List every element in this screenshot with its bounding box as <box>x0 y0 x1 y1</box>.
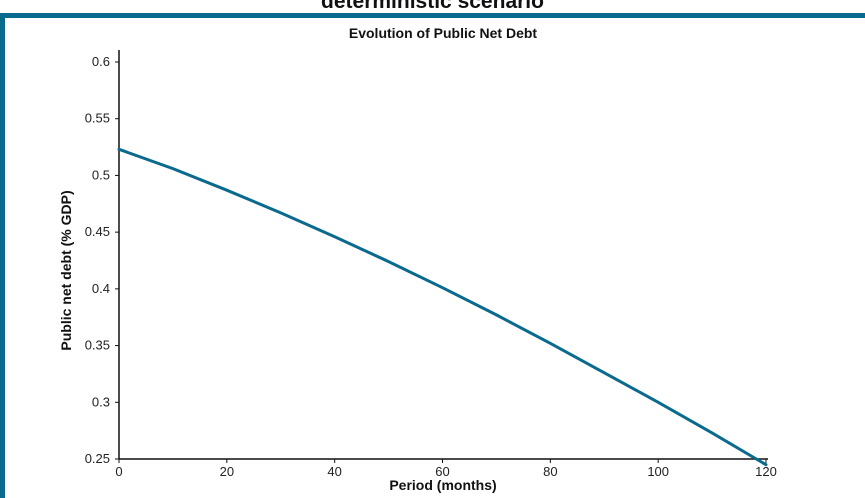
x-tick-label: 120 <box>755 464 777 479</box>
x-tick-label: 80 <box>543 464 557 479</box>
chart-title: Evolution of Public Net Debt <box>349 25 538 41</box>
series-group <box>117 147 768 467</box>
y-tick-label: 0.45 <box>85 224 110 239</box>
y-axis: 0.25 0.3 0.35 0.4 0.45 0.5 0.55 0.6 <box>85 50 120 466</box>
x-tick-label: 0 <box>115 464 122 479</box>
y-axis-title: Public net debt (% GDP) <box>58 190 74 350</box>
y-tick-label: 0.6 <box>92 54 110 69</box>
x-tick-label: 100 <box>647 464 669 479</box>
y-tick-label: 0.5 <box>92 167 110 182</box>
y-tick-label: 0.4 <box>92 281 110 296</box>
x-tick-label: 20 <box>220 464 234 479</box>
frame-left-border <box>0 13 5 498</box>
frame-top-border <box>0 13 865 18</box>
y-tick-label: 0.3 <box>92 394 110 409</box>
y-tick-label: 0.25 <box>85 451 110 466</box>
x-tick-label: 40 <box>327 464 341 479</box>
x-axis-title: Period (months) <box>389 477 496 493</box>
series-line <box>117 147 768 467</box>
x-tick-label: 60 <box>435 464 449 479</box>
x-axis: 0 20 40 60 80 100 120 <box>115 458 777 479</box>
y-tick-label: 0.35 <box>85 338 110 353</box>
page-title: deterministic scenario <box>321 0 544 13</box>
y-tick-label: 0.55 <box>85 111 110 126</box>
